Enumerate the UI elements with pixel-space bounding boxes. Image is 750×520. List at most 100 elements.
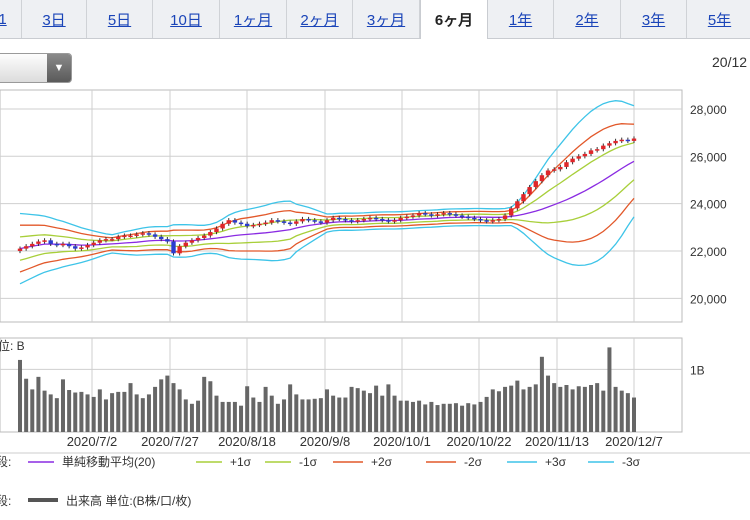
volume-bar [441, 403, 446, 432]
candle-body [36, 241, 41, 244]
tab-5y[interactable]: 5年 [687, 0, 750, 38]
candle-body [171, 241, 176, 254]
volume-bar [232, 401, 237, 432]
volume-bar [392, 395, 397, 432]
candle-body [208, 232, 213, 236]
candle-body [60, 243, 66, 246]
candle-body [66, 243, 72, 247]
candle-body [509, 208, 514, 216]
candle-body [392, 220, 397, 222]
triangle-down-icon[interactable]: ▼ [47, 54, 71, 82]
candle-body [521, 194, 526, 202]
candle-body [416, 213, 422, 216]
candle-body [165, 239, 170, 242]
volume-bar [349, 386, 354, 432]
x-tick-label: 2020/7/2 [67, 434, 118, 449]
volume-bar [208, 381, 213, 432]
volume-bar [521, 389, 526, 432]
candle-body [631, 138, 637, 141]
volume-bar [503, 386, 508, 432]
tab-3y[interactable]: 3年 [621, 0, 687, 38]
volume-bar [275, 403, 280, 432]
tab-5d[interactable]: 5日 [87, 0, 153, 38]
candle-body [330, 217, 336, 221]
x-tick-label: 2020/8/18 [218, 434, 276, 449]
volume-bar [447, 403, 452, 432]
legend-row1-prefix: 段: [0, 454, 11, 469]
legend-item-label: +2σ [371, 455, 393, 469]
candle-body [324, 220, 330, 223]
volume-bar [128, 383, 133, 432]
volume-bar [374, 385, 379, 432]
candle-body [515, 201, 520, 209]
candle-body [367, 217, 373, 220]
candle-body [484, 220, 489, 222]
volume-bar [386, 384, 391, 432]
volume-bar [73, 392, 78, 432]
tab-3d[interactable]: 3日 [22, 0, 87, 38]
volume-bar [18, 359, 22, 432]
minus-1-sigma-line [19, 179, 635, 261]
volume-bar [60, 379, 65, 432]
candle-body [441, 213, 446, 215]
volume-bar [453, 403, 458, 432]
candle-body [625, 139, 631, 142]
candle-body [232, 220, 238, 223]
candle-body [30, 243, 35, 247]
tab-1m[interactable]: 1ヶ月 [220, 0, 287, 38]
tab-2y[interactable]: 2年 [554, 0, 621, 38]
tab-3m[interactable]: 3ヶ月 [353, 0, 420, 38]
x-tick-label: 2020/7/27 [141, 434, 199, 449]
candle-body [312, 220, 317, 222]
volume-bar [36, 376, 41, 432]
candle-body [140, 233, 145, 235]
volume-bar [355, 388, 360, 432]
volume-bar [24, 378, 29, 432]
legend-item-label: 単純移動平均(20) [62, 455, 155, 469]
candle-body [85, 245, 90, 248]
volume-bar [533, 384, 538, 432]
tab-6m[interactable]: 6ヶ月 [420, 0, 488, 39]
tab-1[interactable]: 1 [0, 0, 22, 38]
volume-bar [478, 401, 483, 432]
candle-body [318, 221, 324, 223]
volume-bar [527, 386, 532, 432]
volume-bar [318, 398, 323, 432]
volume-bar [288, 384, 293, 432]
volume-bar [116, 391, 121, 432]
candle-body [472, 217, 477, 220]
candle-body [128, 235, 133, 238]
candle-body [202, 235, 207, 238]
indicator-select[interactable]: ▼ [0, 53, 72, 83]
candle-body [269, 220, 274, 223]
candle-body [226, 220, 231, 224]
volume-bar [613, 386, 618, 432]
candle-body [533, 181, 538, 188]
volume-bar [30, 389, 35, 432]
candle-body [263, 222, 268, 225]
volume-legend-swatch [28, 498, 58, 502]
volume-bar [484, 396, 489, 432]
candle-body [594, 149, 600, 151]
period-tab-bar: 1 3日 5日 10日 1ヶ月 2ヶ月 3ヶ月 6ヶ月 1年 2年 3年 5年 [0, 0, 750, 39]
candle-body [453, 214, 459, 216]
volume-bar [134, 394, 139, 432]
candle-body [588, 150, 594, 154]
volume-bar [214, 395, 219, 432]
price-tick-label: 22,000 [690, 245, 727, 259]
tab-1y[interactable]: 1年 [488, 0, 554, 38]
volume-bar [226, 401, 231, 432]
x-tick-label: 2020/11/13 [525, 434, 589, 449]
tab-2m[interactable]: 2ヶ月 [287, 0, 353, 38]
candle-body [54, 243, 60, 246]
candle-body [564, 162, 569, 167]
candle-body [613, 140, 618, 144]
volume-bar [245, 386, 250, 432]
tab-10d[interactable]: 10日 [153, 0, 220, 38]
volume-bar [300, 399, 305, 432]
volume-legend-label: 出来高 単位:(B株/口/枚) [66, 493, 191, 508]
volume-bar [202, 376, 207, 432]
price-tick-label: 26,000 [690, 150, 727, 164]
minus-3-sigma-line [19, 216, 635, 285]
volume-bar [220, 401, 225, 432]
